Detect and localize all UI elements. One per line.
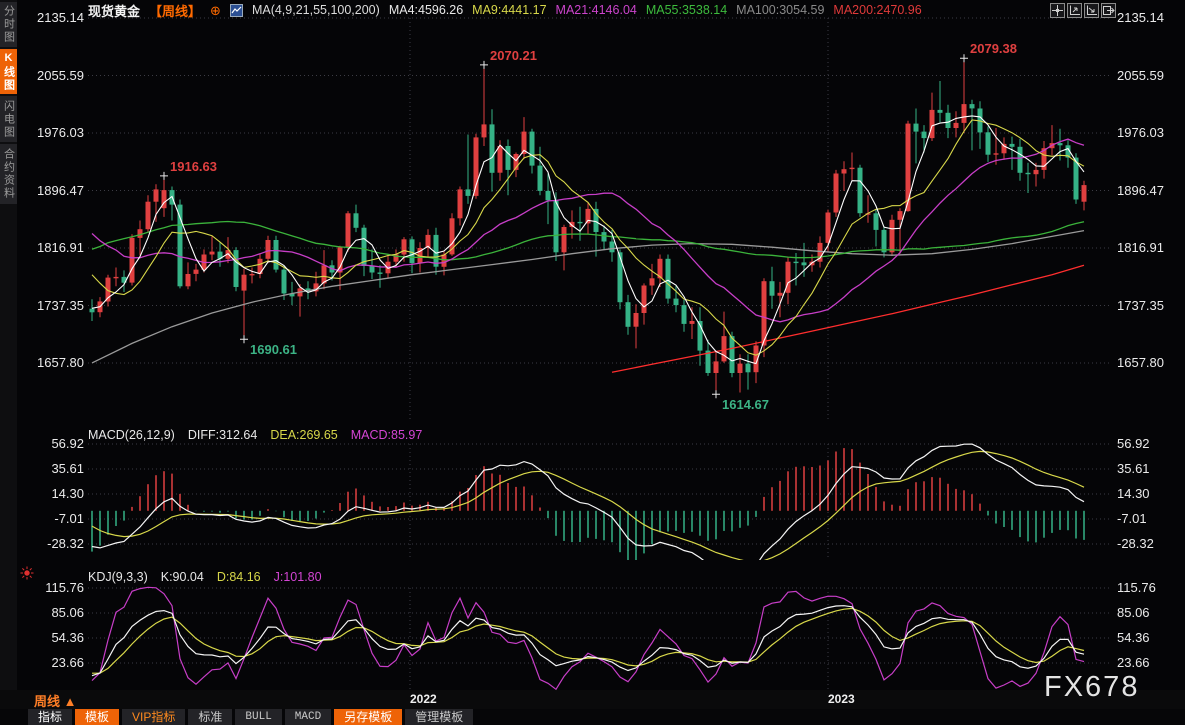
price-axis-label: 1896.47 bbox=[1117, 182, 1164, 198]
macd-axis-label: 35.61 bbox=[51, 461, 84, 476]
ma200-value: MA200:2470.96 bbox=[833, 3, 922, 17]
sidebar-item-label: 合约资料 bbox=[2, 148, 15, 200]
price-annotation: 1690.61 bbox=[250, 342, 297, 358]
macd-axis-label: 14.30 bbox=[51, 486, 84, 501]
zoom-in-axis-icon[interactable] bbox=[1067, 3, 1082, 18]
macd-title: MACD(26,12,9) bbox=[88, 428, 175, 442]
sidebar-item-contract-info[interactable]: 合约资料 bbox=[0, 144, 17, 204]
tab-indicators[interactable]: 指标 bbox=[28, 709, 73, 725]
price-axis-label: 2055.59 bbox=[1117, 67, 1164, 83]
period-tag: 【周线】 bbox=[149, 3, 202, 19]
price-axis-label: 1657.80 bbox=[1117, 355, 1164, 370]
kdj-axis-label: 85.06 bbox=[51, 605, 84, 620]
kdj-axis-label: 54.36 bbox=[51, 630, 84, 645]
tab-templates[interactable]: 模板 bbox=[75, 709, 120, 725]
price-annotation: 1916.63 bbox=[170, 158, 217, 174]
kdj-j-value: J:101.80 bbox=[273, 570, 322, 584]
price-axis-label: 1896.47 bbox=[37, 182, 84, 198]
tab-save-template[interactable]: 另存模板 bbox=[334, 709, 403, 725]
time-axis-row: 周线 ▲ 2022 2023 bbox=[0, 690, 1185, 709]
macd-axis-label: 56.92 bbox=[1117, 436, 1150, 451]
kdj-axis-label: 115.76 bbox=[45, 580, 84, 595]
macd-axis-label: 35.61 bbox=[1117, 461, 1150, 476]
kdj-axis-label: 85.06 bbox=[1117, 605, 1150, 620]
price-axis-label: 1657.80 bbox=[37, 355, 84, 370]
price-annotation: 2070.21 bbox=[490, 47, 537, 63]
sidebar-item-time-chart[interactable]: 分时图 bbox=[0, 2, 17, 47]
period-label: 周线 bbox=[34, 694, 61, 709]
kdj-header: KDJ(9,3,3) K:90.04 D:84.16 J:101.80 bbox=[88, 570, 322, 584]
chart-type-icon[interactable] bbox=[229, 3, 243, 17]
price-axis-label: 1737.35 bbox=[1117, 297, 1164, 313]
macd-dea-value: DEA:269.65 bbox=[270, 428, 338, 442]
kdj-axis-label: 23.66 bbox=[1117, 655, 1150, 670]
tab-macd[interactable]: MACD bbox=[284, 709, 332, 725]
sidebar-item-label: K线图 bbox=[2, 51, 15, 92]
price-axis-label: 2135.14 bbox=[37, 10, 84, 25]
ma21-value: MA21:4146.04 bbox=[555, 3, 637, 17]
macd-axis-label: -7.01 bbox=[1117, 511, 1147, 526]
sidebar-item-label: 闪电图 bbox=[2, 99, 15, 139]
macd-axis-label: 56.92 bbox=[51, 436, 84, 451]
zoom-out-axis-icon[interactable] bbox=[1084, 3, 1099, 18]
price-axis-label: 1816.91 bbox=[37, 240, 84, 255]
sidebar-item-flash-chart[interactable]: 闪电图 bbox=[0, 96, 17, 142]
crosshair-icon[interactable] bbox=[1050, 3, 1065, 18]
macd-axis-label: -7.01 bbox=[54, 511, 84, 526]
pan-right-icon[interactable] bbox=[1101, 3, 1116, 18]
tab-standard[interactable]: 标准 bbox=[188, 709, 233, 725]
macd-header: MACD(26,12,9) DIFF:312.64 DEA:269.65 MAC… bbox=[88, 428, 422, 442]
macd-diff-value: DIFF:312.64 bbox=[187, 428, 258, 442]
tab-vip-indicators[interactable]: VIP指标 bbox=[122, 709, 186, 725]
kdj-axis-label: 54.36 bbox=[1117, 630, 1150, 645]
sidebar-item-kline-chart[interactable]: K线图 bbox=[0, 49, 17, 94]
macd-axis-label: 14.30 bbox=[1117, 486, 1150, 501]
chevron-up-icon: ▲ bbox=[63, 694, 77, 709]
symbol-name: 现货黄金 bbox=[88, 3, 141, 19]
year-label-2023: 2023 bbox=[828, 692, 855, 706]
kdj-title: KDJ(9,3,3) bbox=[88, 570, 148, 584]
kdj-k-value: K:90.04 bbox=[160, 570, 204, 584]
left-sidebar: 分时图 K线图 闪电图 合约资料 bbox=[0, 0, 17, 725]
ma4-value: MA4:4596.26 bbox=[388, 3, 464, 17]
kdj-axis-label: 115.76 bbox=[1117, 580, 1156, 595]
ma55-value: MA55:3538.14 bbox=[645, 3, 728, 17]
add-indicator-icon[interactable]: ⊕ bbox=[210, 2, 221, 18]
kdj-d-value: D:84.16 bbox=[216, 570, 261, 584]
bottom-tab-bar: 指标 模板 VIP指标 标准 BULL MACD 另存模板 管理模板 bbox=[0, 709, 1185, 725]
price-axis-label: 1737.35 bbox=[37, 297, 84, 313]
chart-toolbar bbox=[1050, 3, 1116, 18]
price-annotation: 2079.38 bbox=[970, 41, 1017, 57]
ma9-value: MA9:4441.17 bbox=[472, 3, 547, 17]
ma100-value: MA100:3054.59 bbox=[736, 3, 825, 17]
macd-macd-value: MACD:85.97 bbox=[350, 428, 423, 442]
price-axis-label: 1976.03 bbox=[1117, 125, 1164, 140]
price-axis-label: 1976.03 bbox=[37, 125, 84, 140]
price-axis-label: 2135.14 bbox=[1117, 10, 1164, 25]
kdj-axis-label: 23.66 bbox=[51, 655, 84, 670]
macd-axis-label: -28.32 bbox=[1117, 536, 1154, 551]
macd-axis-label: -28.32 bbox=[47, 536, 84, 551]
tab-manage-templates[interactable]: 管理模板 bbox=[405, 709, 474, 725]
tab-bull[interactable]: BULL bbox=[235, 709, 282, 725]
price-annotation: 1614.67 bbox=[722, 397, 769, 413]
indicator-settings-icon[interactable] bbox=[20, 566, 34, 580]
price-axis-label: 2055.59 bbox=[37, 67, 84, 83]
year-label-2022: 2022 bbox=[410, 692, 437, 706]
ma-settings-label: MA(4,9,21,55,100,200) bbox=[251, 3, 380, 17]
period-selector[interactable]: 周线 ▲ bbox=[34, 691, 77, 710]
watermark: FX678 bbox=[1044, 671, 1140, 703]
chart-header: 现货黄金 【周线】 ⊕ MA(4,9,21,55,100,200) MA4:45… bbox=[88, 2, 922, 19]
price-axis-label: 1816.91 bbox=[1117, 240, 1164, 255]
sidebar-item-label: 分时图 bbox=[2, 5, 15, 44]
